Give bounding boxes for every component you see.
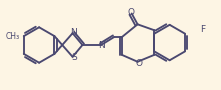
Text: CH₃: CH₃ bbox=[6, 32, 20, 41]
Text: O: O bbox=[135, 59, 142, 68]
Text: N: N bbox=[70, 28, 77, 37]
Text: S: S bbox=[72, 53, 77, 62]
Text: N: N bbox=[98, 41, 105, 50]
Text: F: F bbox=[201, 25, 206, 34]
Text: O: O bbox=[127, 8, 134, 17]
